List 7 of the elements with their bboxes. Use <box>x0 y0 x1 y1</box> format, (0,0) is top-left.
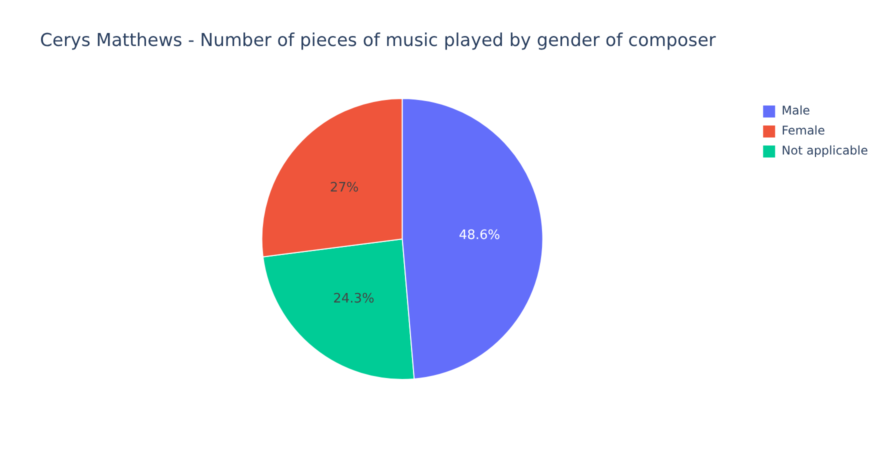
data-label: 24.3% <box>333 292 374 306</box>
legend-label: Not applicable <box>782 144 868 158</box>
data-label: 48.6% <box>458 228 500 244</box>
data-label: 27% <box>330 180 359 196</box>
legend-label: Male <box>782 104 810 118</box>
chart-title: Cerys Matthews - Number of pieces of music played by gender of composer <box>40 30 716 51</box>
legend-label: Female <box>782 124 826 138</box>
